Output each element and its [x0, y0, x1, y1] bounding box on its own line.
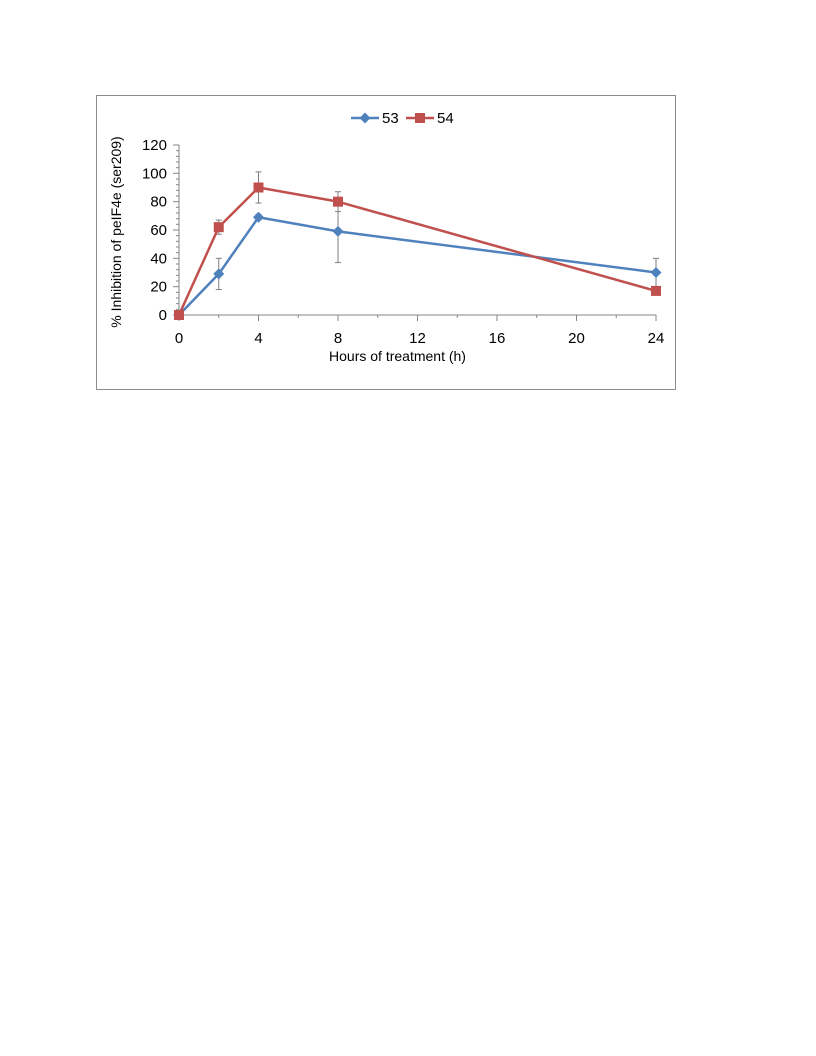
data-point: [650, 267, 662, 278]
legend: 53 54: [351, 110, 454, 127]
x-tick-label: 8: [334, 330, 342, 347]
y-tick-label: 80: [150, 194, 167, 211]
legend-item-54: 54: [406, 110, 454, 127]
legend-item-53: 53: [351, 110, 399, 127]
x-tick-label: 4: [254, 330, 262, 347]
x-tick-label: 20: [568, 330, 585, 347]
y-tick-label: 40: [150, 250, 167, 267]
x-tick-label: 24: [648, 330, 665, 347]
y-tick-label: 120: [142, 137, 167, 154]
data-point: [333, 196, 343, 207]
series-line: [177, 186, 657, 316]
y-tick-label: 20: [150, 279, 167, 296]
data-point: [332, 225, 344, 237]
legend-marker: [415, 113, 425, 123]
data-point: [213, 222, 224, 233]
x-axis-ticks: 0 4 8 12 16 20 24: [175, 315, 665, 347]
y-axis-ticks: 0 20 40 60 80 100 120: [142, 137, 179, 324]
x-tick-label: 12: [409, 330, 426, 347]
y-tick-label: 60: [150, 222, 167, 239]
data-point: [253, 182, 264, 193]
chart-frame: 53 54 0 20 40 60 80 100 120 0 4 8 12 16 20 24 Hours o…: [96, 95, 676, 390]
data-point: [174, 310, 184, 320]
series-line: [178, 216, 657, 316]
data-point: [213, 268, 225, 280]
data-point: [253, 211, 264, 223]
y-axis-title: % Inhibition of peIF4e (ser209): [108, 136, 124, 327]
legend-label: 54: [437, 110, 454, 127]
data-point: [651, 285, 661, 296]
series-54: [174, 171, 661, 320]
legend-label: 53: [382, 110, 399, 127]
series: [173, 171, 662, 321]
y-tick-label: 100: [142, 165, 167, 182]
x-tick-label: 16: [489, 330, 506, 347]
legend-marker: [359, 112, 371, 124]
x-tick-label: 0: [175, 330, 183, 347]
x-axis-title: Hours of treatment (h): [329, 348, 466, 364]
line-chart: 53 54 0 20 40 60 80 100 120 0 4 8 12 16 20 24 Hours o…: [108, 110, 665, 364]
y-tick-label: 0: [159, 307, 167, 324]
series-53: [173, 199, 662, 321]
